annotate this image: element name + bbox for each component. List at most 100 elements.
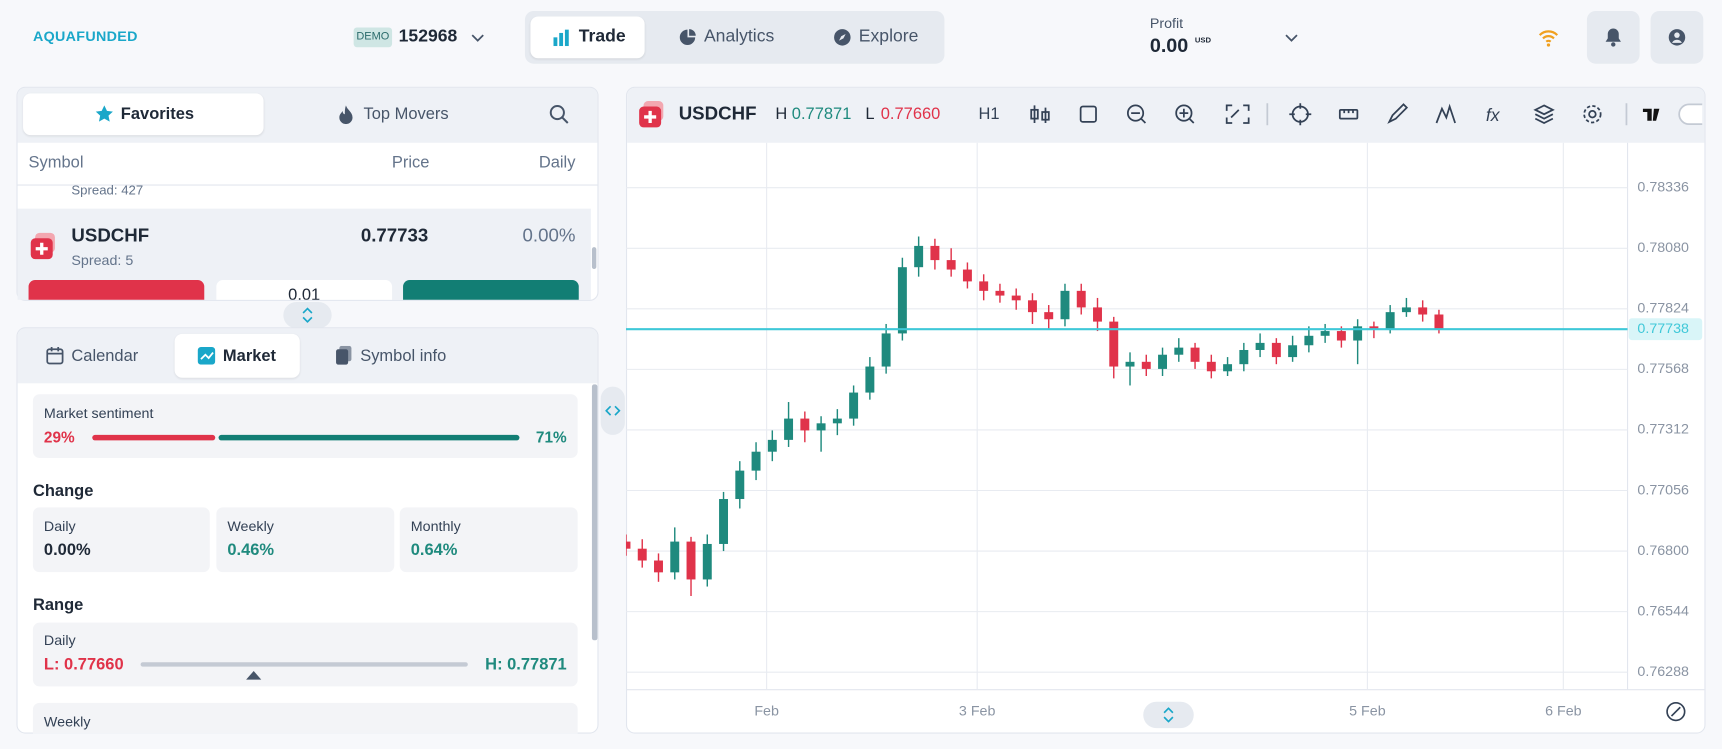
- candle-body: [816, 423, 826, 431]
- candle-body: [625, 541, 631, 549]
- explore-icon: [834, 29, 851, 46]
- x-tick-label: 5 Feb: [1349, 703, 1386, 719]
- tv-logo[interactable]: [1642, 108, 1660, 121]
- range-low: L: 0.77660: [43, 655, 124, 674]
- account-id[interactable]: 152968: [398, 27, 458, 47]
- nav-item[interactable]: Explore: [858, 27, 919, 47]
- candle-body: [1304, 335, 1314, 346]
- candle-body: [1190, 347, 1200, 362]
- change-label: Monthly: [410, 517, 461, 535]
- resize-handle[interactable]: [283, 302, 332, 329]
- crosshair[interactable]: [1289, 103, 1312, 126]
- tab-active[interactable]: [174, 333, 300, 378]
- x-tick-label: 6 Feb: [1545, 703, 1582, 719]
- candle-body: [1418, 307, 1428, 315]
- shape-tool[interactable]: [1079, 105, 1097, 123]
- tab-active[interactable]: [23, 93, 264, 136]
- sentiment-box: [32, 394, 578, 458]
- fx-icon[interactable]: fx: [1486, 105, 1501, 125]
- candle-body: [914, 245, 924, 268]
- candle-body: [897, 267, 907, 334]
- y-tick-label: 0.76288: [1637, 664, 1689, 680]
- nav-item[interactable]: Analytics: [703, 27, 775, 47]
- notifications-button[interactable]: [1586, 10, 1640, 64]
- low-value: 0.77660: [880, 104, 941, 124]
- tab[interactable]: Top Movers: [363, 104, 449, 124]
- account-chevron[interactable]: [471, 31, 484, 44]
- column-header[interactable]: Symbol: [28, 153, 84, 172]
- candle-body: [1271, 342, 1281, 358]
- symbol: USDCHF: [71, 225, 150, 246]
- tab[interactable]: Favorites: [120, 104, 195, 124]
- candle-body: [1369, 326, 1379, 329]
- range-label: Daily: [43, 632, 76, 649]
- buy-button[interactable]: [403, 280, 579, 300]
- analytics-icon: [679, 29, 696, 46]
- candle-body: [1434, 314, 1444, 330]
- chart-symbol[interactable]: USDCHF: [678, 103, 757, 125]
- timeframe[interactable]: H1: [978, 104, 1000, 124]
- range-marker: [246, 671, 262, 680]
- resize-icon: [302, 307, 313, 323]
- candle-body: [1336, 331, 1346, 341]
- profit-chevron[interactable]: [1285, 31, 1298, 44]
- pencil[interactable]: [1387, 103, 1409, 124]
- column-header[interactable]: Daily: [538, 153, 576, 172]
- candles-tool[interactable]: [1030, 105, 1050, 123]
- user-button[interactable]: [1650, 10, 1704, 64]
- zoom-out[interactable]: [1126, 104, 1147, 124]
- candle-body: [637, 548, 647, 561]
- nav-active[interactable]: [530, 16, 645, 59]
- zoom-in[interactable]: [1175, 104, 1195, 124]
- candle-body: [930, 245, 940, 261]
- symbol-flag: [30, 232, 55, 260]
- percent-button[interactable]: [1666, 702, 1686, 722]
- y-tick-label: 0.77824: [1637, 301, 1689, 317]
- profit-label: Profit: [1149, 14, 1184, 32]
- scrollbar[interactable]: [591, 384, 598, 641]
- sell-button[interactable]: [28, 280, 205, 300]
- toggle[interactable]: [1678, 103, 1703, 125]
- candle-body: [979, 281, 989, 291]
- y-tick-label: 0.76800: [1637, 543, 1689, 559]
- candle-body: [654, 560, 663, 573]
- candle-body: [849, 392, 859, 419]
- nav-item[interactable]: Trade: [578, 27, 626, 47]
- candle-body: [1027, 300, 1037, 313]
- star-icon: [95, 105, 113, 122]
- divider: [16, 184, 599, 186]
- candle-body: [800, 418, 810, 431]
- candle-body: [1093, 307, 1102, 322]
- logo[interactable]: AQUAFUNDED: [32, 28, 138, 45]
- scrollbar[interactable]: [591, 247, 597, 270]
- tab[interactable]: Market: [222, 346, 277, 366]
- spread: Spread: 427: [71, 182, 144, 198]
- candle-body: [1255, 342, 1265, 350]
- resize-icon: [1163, 707, 1174, 723]
- tab[interactable]: Symbol info: [360, 346, 447, 366]
- sell-bar: [92, 434, 216, 441]
- column-header[interactable]: Price: [391, 153, 430, 172]
- search-icon[interactable]: [549, 104, 569, 124]
- split-handle[interactable]: [600, 386, 625, 435]
- candle-body: [995, 290, 1005, 296]
- candle-body: [1076, 290, 1086, 308]
- daily-change: 0.00%: [522, 225, 576, 246]
- fullscreen[interactable]: [1225, 104, 1250, 124]
- candle-body: [962, 269, 972, 282]
- candle-body: [1011, 295, 1021, 301]
- ruler[interactable]: [1338, 108, 1359, 120]
- range-high: H: 0.77871: [485, 655, 567, 674]
- lot-input[interactable]: 0.01: [216, 280, 393, 300]
- tab[interactable]: Calendar: [71, 346, 139, 366]
- candle-body: [1353, 326, 1363, 341]
- settings[interactable]: [1583, 105, 1602, 124]
- candle-body: [1385, 312, 1395, 329]
- x-tick-label: 3 Feb: [959, 703, 996, 719]
- resize-handle[interactable]: [1143, 701, 1194, 729]
- change-label: Daily: [43, 517, 76, 535]
- sell-sentiment: 29%: [43, 428, 75, 446]
- layers[interactable]: [1533, 104, 1555, 124]
- patterns[interactable]: [1435, 103, 1456, 124]
